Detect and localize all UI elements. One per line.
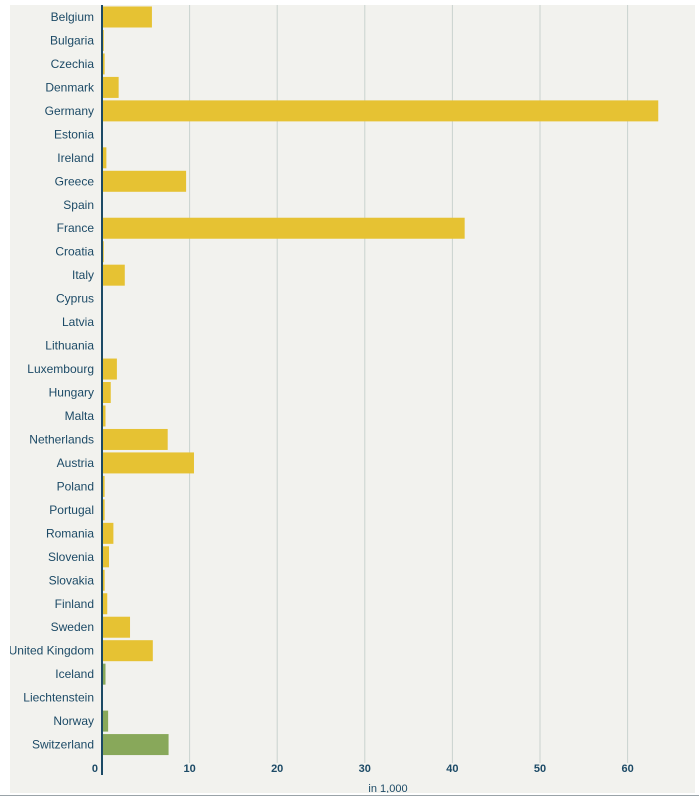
category-label-austria: Austria — [57, 456, 95, 470]
category-label-portugal: Portugal — [49, 503, 94, 517]
category-label-slovakia: Slovakia — [49, 573, 95, 587]
bar-ireland — [102, 147, 107, 169]
bar-netherlands — [102, 428, 168, 450]
x-tick-50: 50 — [534, 763, 546, 775]
x-tick-labels: 0 10 20 30 40 50 60 — [92, 763, 634, 775]
category-label-estonia: Estonia — [54, 127, 94, 141]
bar-united-kingdom — [102, 640, 153, 662]
x-tick-20: 20 — [271, 763, 283, 775]
bar-germany — [102, 100, 659, 122]
category-label-france: France — [57, 221, 95, 235]
category-label-belgium: Belgium — [51, 10, 94, 24]
bar-hungary — [102, 382, 111, 404]
category-label-lithuania: Lithuania — [45, 339, 94, 353]
bar-iceland — [102, 663, 106, 685]
bar-denmark — [102, 76, 119, 98]
bar-slovenia — [102, 546, 110, 568]
x-tick-0: 0 — [92, 763, 98, 775]
category-label-switzerland: Switzerland — [32, 738, 94, 752]
bar-romania — [102, 522, 114, 544]
bar-czechia — [102, 53, 105, 75]
category-label-bulgaria: Bulgaria — [50, 33, 94, 47]
category-label-iceland: Iceland — [55, 667, 94, 681]
category-label-ireland: Ireland — [57, 151, 94, 165]
bars — [102, 6, 659, 756]
bar-malta — [102, 405, 106, 427]
bar-austria — [102, 452, 194, 474]
category-label-czechia: Czechia — [51, 57, 95, 71]
x-tick-60: 60 — [621, 763, 633, 775]
bar-belgium — [102, 6, 152, 28]
chart-area: Belgium Bulgaria Czechia Denmark Germany Esto… — [10, 5, 695, 793]
bar-finland — [102, 593, 108, 615]
category-label-hungary: Hungary — [49, 386, 94, 400]
x-tick-10: 10 — [183, 763, 195, 775]
bar-norway — [102, 710, 109, 732]
category-label-luxembourg: Luxembourg — [27, 362, 94, 376]
category-label-united-kingdom: United Kingdom — [10, 644, 94, 658]
category-label-denmark: Denmark — [45, 80, 95, 94]
category-labels: Belgium Bulgaria Czechia Denmark Germany Esto… — [10, 10, 95, 752]
category-label-italy: Italy — [72, 268, 94, 282]
bar-greece — [102, 170, 187, 192]
gridlines — [189, 5, 629, 763]
x-axis-unit-label: in 1,000 — [368, 783, 407, 793]
bar-luxembourg — [102, 358, 117, 380]
category-label-netherlands: Netherlands — [29, 432, 94, 446]
category-label-slovenia: Slovenia — [48, 550, 94, 564]
category-label-liechtenstein: Liechtenstein — [23, 691, 94, 705]
bar-portugal — [102, 499, 105, 521]
category-label-romania: Romania — [46, 526, 94, 540]
x-tick-40: 40 — [446, 763, 458, 775]
category-label-finland: Finland — [55, 597, 94, 611]
category-label-latvia: Latvia — [62, 315, 94, 329]
bar-switzerland — [102, 734, 169, 756]
bar-sweden — [102, 616, 131, 638]
bar-poland — [102, 475, 105, 497]
category-label-greece: Greece — [55, 174, 95, 188]
bottom-divider — [0, 795, 699, 796]
category-label-norway: Norway — [53, 714, 94, 728]
bar-slovakia — [102, 569, 105, 591]
category-label-malta: Malta — [65, 409, 95, 423]
category-label-poland: Poland — [57, 479, 94, 493]
bar-italy — [102, 264, 125, 286]
category-label-spain: Spain — [63, 198, 94, 212]
category-label-cyprus: Cyprus — [56, 292, 94, 306]
category-label-sweden: Sweden — [51, 620, 94, 634]
bar-chart: Belgium Bulgaria Czechia Denmark Germany Esto… — [10, 5, 659, 793]
category-label-germany: Germany — [45, 104, 94, 118]
bar-france — [102, 217, 465, 239]
category-label-croatia: Croatia — [55, 245, 94, 259]
x-tick-30: 30 — [359, 763, 371, 775]
